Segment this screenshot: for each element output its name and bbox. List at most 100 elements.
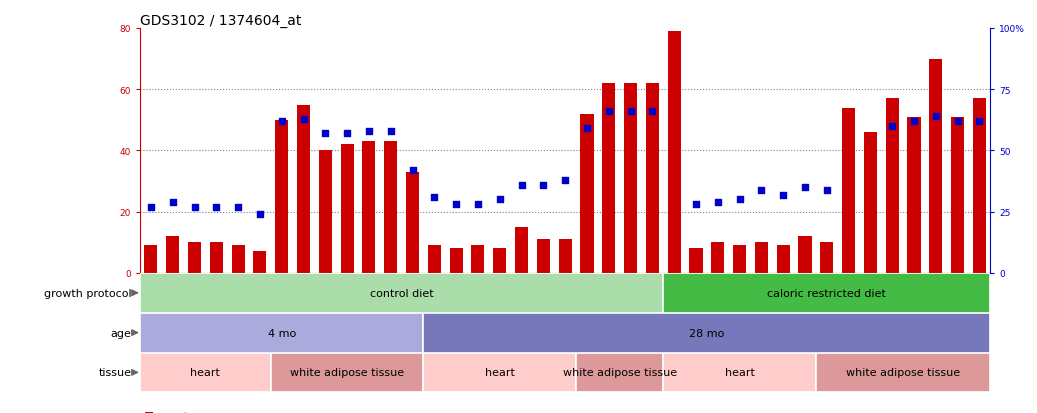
Bar (362, 142, 375, 273)
Bar (140, 353, 271, 392)
Text: white adipose tissue: white adipose tissue (290, 368, 404, 377)
Bar (842, 108, 856, 273)
Text: heart: heart (485, 368, 514, 377)
Text: white adipose tissue: white adipose tissue (846, 368, 960, 377)
Bar (646, 84, 658, 273)
Point (796, 185, 813, 191)
Point (448, 202, 465, 208)
Point (513, 182, 530, 189)
Point (905, 119, 922, 125)
Point (426, 194, 443, 201)
Point (317, 131, 334, 137)
Point (383, 128, 399, 135)
Text: 4 mo: 4 mo (268, 328, 296, 338)
Bar (864, 133, 877, 273)
Bar (690, 249, 702, 273)
Point (187, 204, 203, 211)
Point (927, 114, 944, 120)
Text: tissue: tissue (99, 368, 132, 377)
Bar (577, 353, 664, 392)
Point (165, 199, 181, 206)
Bar (559, 240, 571, 273)
Point (644, 109, 661, 115)
Text: heart: heart (725, 368, 755, 377)
Text: 28 mo: 28 mo (690, 328, 725, 338)
Point (143, 204, 160, 211)
Point (274, 119, 290, 125)
Text: age: age (111, 328, 132, 338)
Point (535, 182, 552, 189)
Bar (297, 105, 310, 273)
Bar (886, 99, 899, 273)
Point (579, 126, 595, 133)
Text: heart: heart (191, 368, 220, 377)
Bar (231, 246, 245, 273)
Bar (253, 252, 267, 273)
Bar (581, 114, 593, 273)
Point (339, 131, 356, 137)
Bar (624, 84, 637, 273)
Point (252, 211, 269, 218)
Bar (450, 249, 463, 273)
Bar (668, 32, 680, 273)
Point (470, 202, 486, 208)
Point (753, 187, 769, 193)
Point (775, 192, 791, 198)
Bar (664, 353, 816, 392)
Bar (602, 84, 615, 273)
Point (622, 109, 639, 115)
Point (709, 199, 726, 206)
Text: white adipose tissue: white adipose tissue (563, 368, 677, 377)
Bar (340, 145, 354, 273)
Bar (777, 246, 790, 273)
Bar (275, 121, 288, 273)
Point (492, 197, 508, 203)
Bar (384, 142, 397, 273)
Bar (816, 353, 990, 392)
Bar (664, 273, 990, 313)
Bar (140, 273, 990, 334)
Bar (423, 353, 577, 392)
Text: GDS3102 / 1374604_at: GDS3102 / 1374604_at (140, 14, 302, 28)
Point (208, 204, 225, 211)
Text: growth protocol: growth protocol (44, 288, 132, 298)
Point (600, 109, 617, 115)
Point (971, 119, 987, 125)
Point (557, 177, 573, 184)
Bar (973, 99, 986, 273)
Bar (951, 117, 964, 273)
Bar (271, 353, 423, 392)
Bar (166, 237, 179, 273)
Bar (711, 243, 724, 273)
Bar (209, 243, 223, 273)
Legend: count, percentile rank within the sample: count, percentile rank within the sample (145, 411, 326, 413)
Bar (318, 151, 332, 273)
Bar (472, 246, 484, 273)
Point (884, 123, 900, 130)
Point (949, 119, 965, 125)
Bar (140, 273, 664, 313)
Point (404, 167, 421, 174)
Point (296, 116, 312, 123)
Bar (423, 313, 990, 353)
Bar (515, 228, 528, 273)
Point (361, 128, 377, 135)
Bar (537, 240, 550, 273)
Text: caloric restricted diet: caloric restricted diet (767, 288, 887, 298)
Bar (140, 313, 423, 353)
Bar (798, 237, 812, 273)
Bar (188, 243, 201, 273)
Bar (144, 246, 158, 273)
Point (230, 204, 247, 211)
Point (818, 187, 835, 193)
Bar (428, 246, 441, 273)
Bar (820, 243, 834, 273)
Bar (733, 246, 747, 273)
Point (731, 197, 748, 203)
Point (688, 202, 704, 208)
Bar (407, 173, 419, 273)
Text: control diet: control diet (370, 288, 433, 298)
Bar (929, 59, 943, 273)
Bar (907, 117, 921, 273)
Bar (755, 243, 768, 273)
